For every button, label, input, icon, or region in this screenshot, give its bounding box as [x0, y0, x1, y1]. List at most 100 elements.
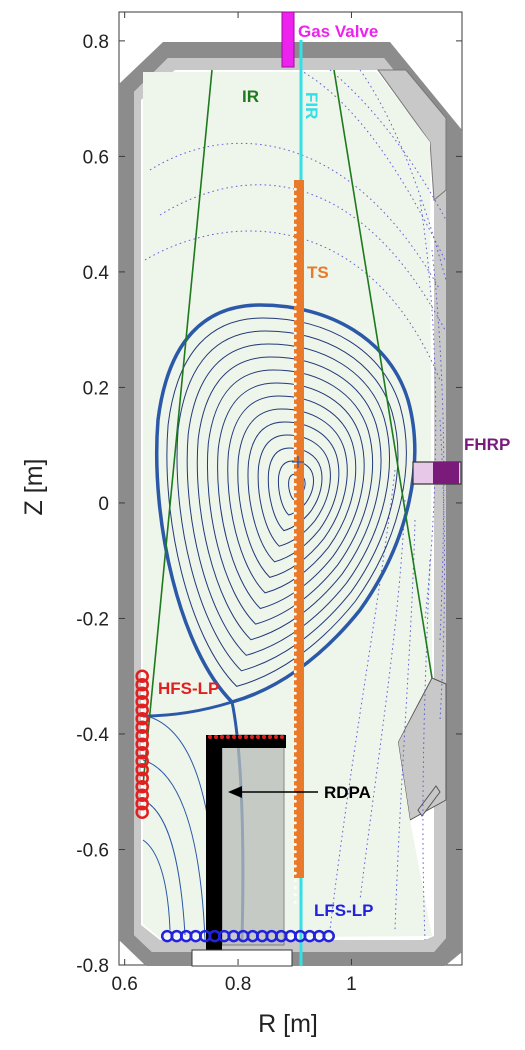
- ts-point: [293, 339, 297, 342]
- ts-point: [293, 569, 297, 573]
- gas-valve-label: Gas Valve: [298, 22, 378, 41]
- ts-point: [293, 439, 297, 443]
- ts-point: [293, 324, 297, 328]
- ts-point: [293, 303, 297, 306]
- rdpa-vertical-stem: [206, 735, 222, 965]
- ts-point: [293, 216, 297, 220]
- ts-point: [293, 238, 297, 242]
- y-axis-label: Z [m]: [20, 459, 48, 516]
- ts-point: [293, 742, 297, 746]
- ts-point: [293, 389, 297, 393]
- rdpa-pin: [208, 735, 212, 739]
- ts-point: [293, 382, 297, 386]
- flux-surface: [227, 395, 357, 594]
- ts-point: [293, 850, 297, 854]
- ts-point: [293, 310, 297, 314]
- ts-point: [293, 497, 297, 501]
- floor-gap: [191, 949, 293, 967]
- ts-point: [293, 670, 297, 674]
- hfs-lp-probe: [135, 762, 149, 777]
- ts-point: [293, 195, 297, 198]
- ts-point: [293, 763, 297, 767]
- hfs-lp-probe: [135, 703, 149, 717]
- flux-surface: [237, 408, 348, 578]
- ts-point: [293, 396, 297, 400]
- flux-surface: [176, 330, 399, 672]
- ts-point: [293, 605, 297, 609]
- hfs-lp-probe: [135, 805, 149, 819]
- hfs-lp-probe: [135, 686, 149, 700]
- y-tick-label: -0.2: [76, 609, 109, 630]
- flux-surface: [217, 382, 365, 610]
- rdpa-arrow: [228, 786, 318, 798]
- ts-point: [293, 814, 297, 818]
- ts-point: [293, 519, 297, 522]
- lower-divertor-baffle: [397, 677, 447, 821]
- ts-point: [293, 267, 297, 270]
- hfs-lp-probe: [135, 796, 149, 811]
- rdpa-pin: [250, 735, 254, 739]
- ts-point: [293, 367, 297, 371]
- rdpa-box: [221, 734, 285, 946]
- ts-point: [293, 447, 297, 450]
- ts-point: [293, 591, 297, 594]
- ts-point: [293, 353, 297, 357]
- ts-point: [293, 641, 297, 645]
- ts-point: [293, 259, 297, 263]
- ts-point: [293, 598, 297, 602]
- ts-point: [293, 375, 297, 378]
- ts-point: [293, 252, 297, 256]
- ts-point: [293, 828, 297, 832]
- ts-point: [293, 735, 297, 738]
- ts-point: [293, 490, 297, 494]
- ts-point: [293, 432, 297, 436]
- hfs-lp-label: HFS-LP: [158, 679, 219, 698]
- ts-point: [293, 706, 297, 710]
- ts-point: [293, 562, 297, 566]
- hfs-lp-probe: [135, 720, 149, 734]
- closed-flux-surfaces: [166, 317, 407, 687]
- ts-point: [293, 468, 297, 472]
- separatrix: [154, 303, 417, 704]
- y-tick-label: 0.2: [83, 378, 109, 399]
- y-tick-label: 0: [98, 494, 109, 515]
- ts-point: [293, 245, 297, 249]
- ts-point: [293, 663, 297, 666]
- ts-point: [293, 411, 297, 414]
- y-tick-label: -0.4: [76, 725, 109, 746]
- flux-surface: [257, 434, 331, 547]
- ts-point: [293, 792, 297, 796]
- rdpa-pin: [274, 735, 278, 739]
- ts-point: [293, 799, 297, 803]
- ts-point: [293, 403, 297, 407]
- flux-surface: [247, 421, 340, 563]
- lfs-lp-probe: [322, 929, 335, 943]
- fir-label: FIR: [302, 92, 321, 119]
- x-tick-label: 1: [346, 974, 357, 995]
- ts-point: [293, 504, 297, 508]
- y-tick-label: 0.4: [83, 263, 110, 284]
- rdpa-pin: [214, 735, 218, 739]
- flux-surface: [166, 317, 407, 687]
- x-tick-label: 0.6: [111, 974, 137, 995]
- ts-point: [293, 583, 297, 587]
- ts-point: [293, 634, 297, 638]
- ts-point: [293, 295, 297, 299]
- ts-point: [293, 547, 297, 551]
- ts-point: [293, 778, 297, 782]
- ts-point: [293, 317, 297, 321]
- hfs-lp-probe: [135, 779, 149, 794]
- ts-point: [293, 475, 297, 479]
- ts-point: [293, 857, 297, 861]
- ts-point: [293, 720, 297, 724]
- x-axis-ticks: 0.6 0.8 1: [111, 12, 357, 995]
- flux-surface: [206, 369, 373, 625]
- ts-point: [293, 288, 297, 292]
- flux-surface: [277, 460, 315, 516]
- rdpa-pin: [256, 735, 260, 739]
- ts-point: [293, 576, 297, 580]
- ts-point: [293, 756, 297, 760]
- ts-point: [293, 540, 297, 544]
- gas-valve: [281, 11, 295, 68]
- ts-point: [293, 699, 297, 702]
